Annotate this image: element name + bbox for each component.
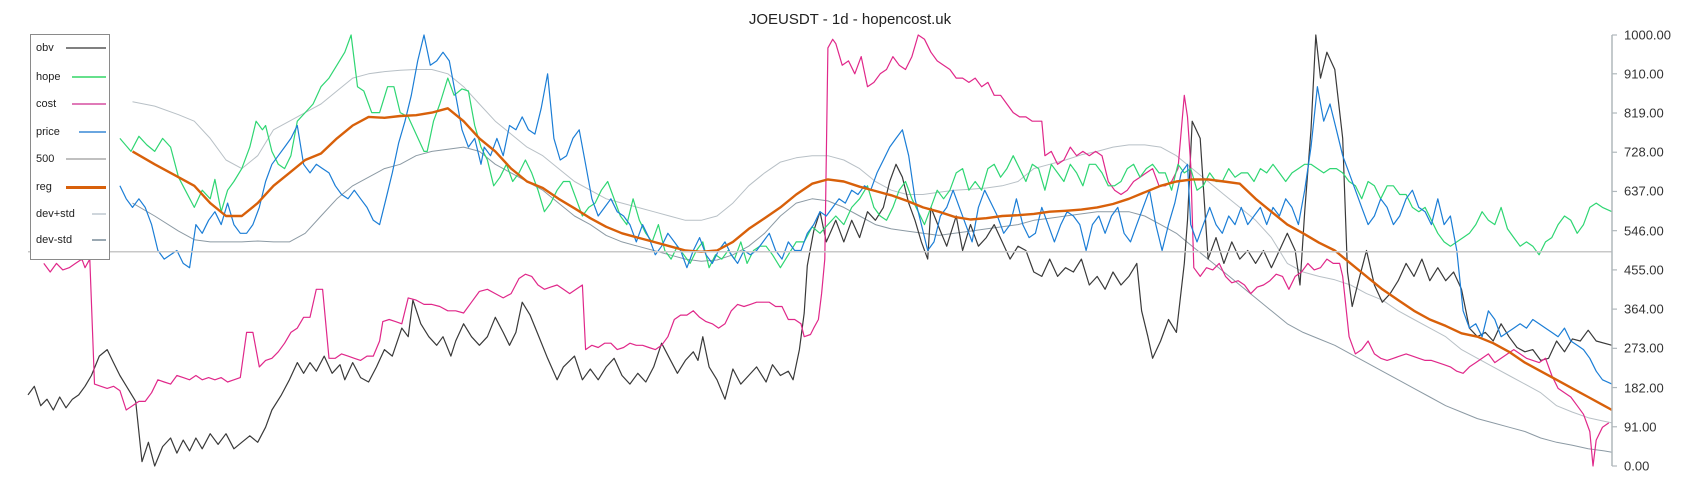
legend-label: dev+std (36, 208, 75, 220)
legend-label: price (36, 126, 60, 138)
legend-label: reg (36, 181, 52, 193)
legend-label: obv (36, 42, 54, 54)
legend-item-reg[interactable]: reg (36, 180, 106, 194)
legend-label: 500 (36, 153, 55, 165)
legend-swatch (72, 76, 106, 78)
y-tick-label: 1000.00 (1624, 27, 1671, 43)
y-tick-label: 364.00 (1624, 301, 1664, 317)
legend-swatch (72, 103, 106, 105)
legend-item-cost[interactable]: cost (36, 97, 106, 111)
series-price-line (119, 34, 1613, 385)
y-tick-label: 637.00 (1624, 183, 1664, 199)
y-tick-label: 273.00 (1624, 340, 1664, 356)
legend-swatch (91, 213, 106, 215)
series-hope-line (119, 34, 1613, 269)
chart-title: JOEUSDT - 1d - hopencost.uk (748, 11, 952, 28)
series-reg-line (131, 107, 1613, 412)
y-tick-label: 819.00 (1624, 105, 1664, 121)
y-tick-label: 910.00 (1624, 66, 1664, 82)
legend: obv hope cost price 500 reg dev+std dev-std (30, 34, 110, 260)
series-layer (27, 34, 1613, 467)
y-tick-label: 182.00 (1624, 380, 1664, 396)
y-tick-label: 0.00 (1624, 458, 1650, 474)
legend-item-dev-std[interactable]: dev-std (36, 233, 106, 247)
legend-swatch (65, 186, 106, 189)
legend-label: hope (36, 71, 61, 83)
legend-item-dev-std[interactable]: dev+std (36, 207, 106, 221)
legend-item-price[interactable]: price (36, 125, 106, 139)
y-tick-label: 728.00 (1624, 144, 1664, 160)
y-tick-label: 91.00 (1624, 419, 1657, 435)
legend-label: cost (36, 98, 57, 110)
legend-swatch (78, 131, 106, 133)
legend-item-hope[interactable]: hope (36, 70, 106, 84)
legend-label: dev-std (36, 234, 73, 246)
series-dev-std-line (132, 146, 1613, 453)
legend-swatch (65, 158, 106, 160)
series-dev-std-line (132, 69, 1613, 424)
y-axis-ticks (1612, 34, 1617, 467)
legend-swatch (65, 47, 106, 49)
y-tick-label: 455.00 (1624, 262, 1664, 278)
series-obv-line (27, 34, 1613, 467)
legend-item-500[interactable]: 500 (36, 152, 106, 166)
y-tick-label: 546.00 (1624, 223, 1664, 239)
series-cost-line (43, 34, 1610, 467)
legend-item-obv[interactable]: obv (36, 41, 106, 55)
legend-swatch (91, 239, 106, 241)
